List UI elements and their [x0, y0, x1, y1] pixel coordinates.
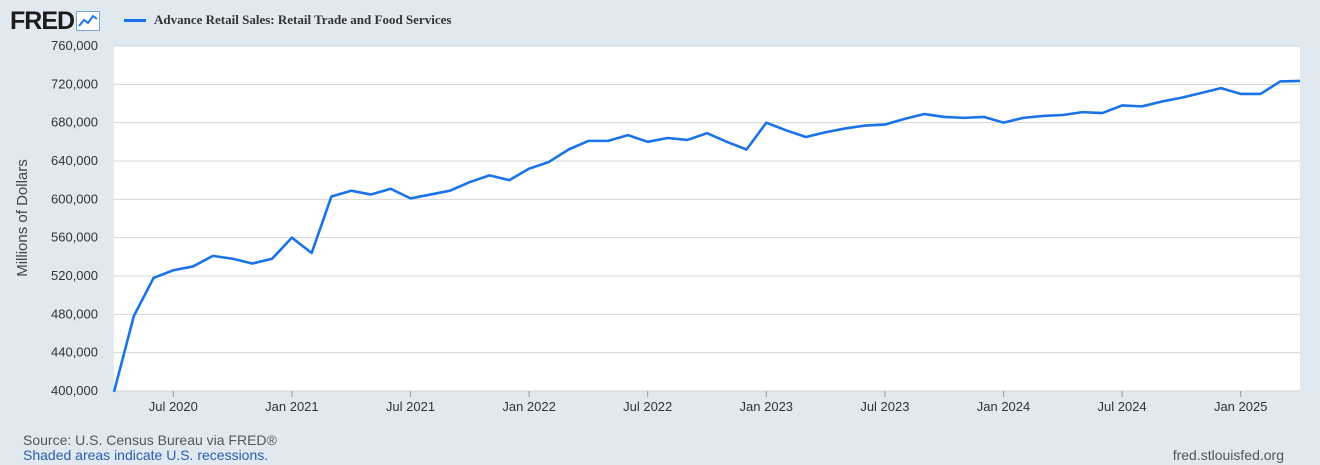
- x-tick-label: Jul 2021: [386, 399, 435, 414]
- x-tick-label: Jan 2021: [265, 399, 319, 414]
- x-tick-label: Jan 2025: [1214, 399, 1268, 414]
- footer-source: Source: U.S. Census Bureau via FRED®: [23, 432, 277, 448]
- x-tick-label: Jan 2024: [977, 399, 1031, 414]
- y-tick-label: 560,000: [51, 230, 98, 245]
- x-tick-label: Jul 2022: [623, 399, 672, 414]
- fred-logo[interactable]: FRED: [10, 7, 101, 35]
- x-tick-label: Jul 2024: [1098, 399, 1147, 414]
- legend-swatch: [124, 18, 146, 22]
- legend-label: Advance Retail Sales: Retail Trade and F…: [154, 12, 452, 27]
- footer-source-prefix: Source:: [23, 432, 76, 448]
- x-tick-label: Jul 2023: [860, 399, 909, 414]
- x-tick-label: Jan 2022: [502, 399, 556, 414]
- line-chart: 400,000 440,000 480,000 520,000 560,000 600,0…: [14, 38, 1301, 414]
- y-tick-label: 400,000: [51, 383, 98, 398]
- fred-logo-text: FRED: [10, 7, 75, 35]
- footer-url[interactable]: fred.stlouisfed.org: [1172, 447, 1284, 463]
- footer-recession-note[interactable]: Shaded areas indicate U.S. recessions.: [23, 447, 269, 463]
- series-line: [112, 79, 1301, 393]
- y-tick-label: 520,000: [51, 268, 98, 283]
- x-tick-marks: [172, 391, 1242, 397]
- x-tick-labels: Jul 2020 Jan 2021 Jul 2021 Jan 2022 Jul 2022…: [149, 399, 1268, 414]
- x-tick-label: Jul 2020: [149, 399, 198, 414]
- y-tick-label: 440,000: [51, 345, 98, 360]
- grid-lines: [114, 45, 1300, 392]
- y-tick-label: 480,000: [51, 306, 98, 321]
- y-tick-label: 760,000: [51, 38, 98, 53]
- y-tick-labels: 400,000 440,000 480,000 520,000 560,000 600,0…: [51, 38, 98, 398]
- chart-legend: Advance Retail Sales: Retail Trade and F…: [124, 12, 451, 28]
- y-tick-label: 680,000: [51, 115, 98, 130]
- plot-area: [114, 46, 1300, 391]
- line-chart-icon: [76, 11, 101, 31]
- y-axis-label: Millions of Dollars: [14, 159, 31, 277]
- y-tick-label: 640,000: [51, 153, 98, 168]
- footer-source-text: U.S. Census Bureau via FRED®: [75, 432, 277, 448]
- y-tick-label: 720,000: [51, 76, 98, 91]
- x-tick-label: Jan 2023: [740, 399, 794, 414]
- y-tick-label: 600,000: [51, 191, 98, 206]
